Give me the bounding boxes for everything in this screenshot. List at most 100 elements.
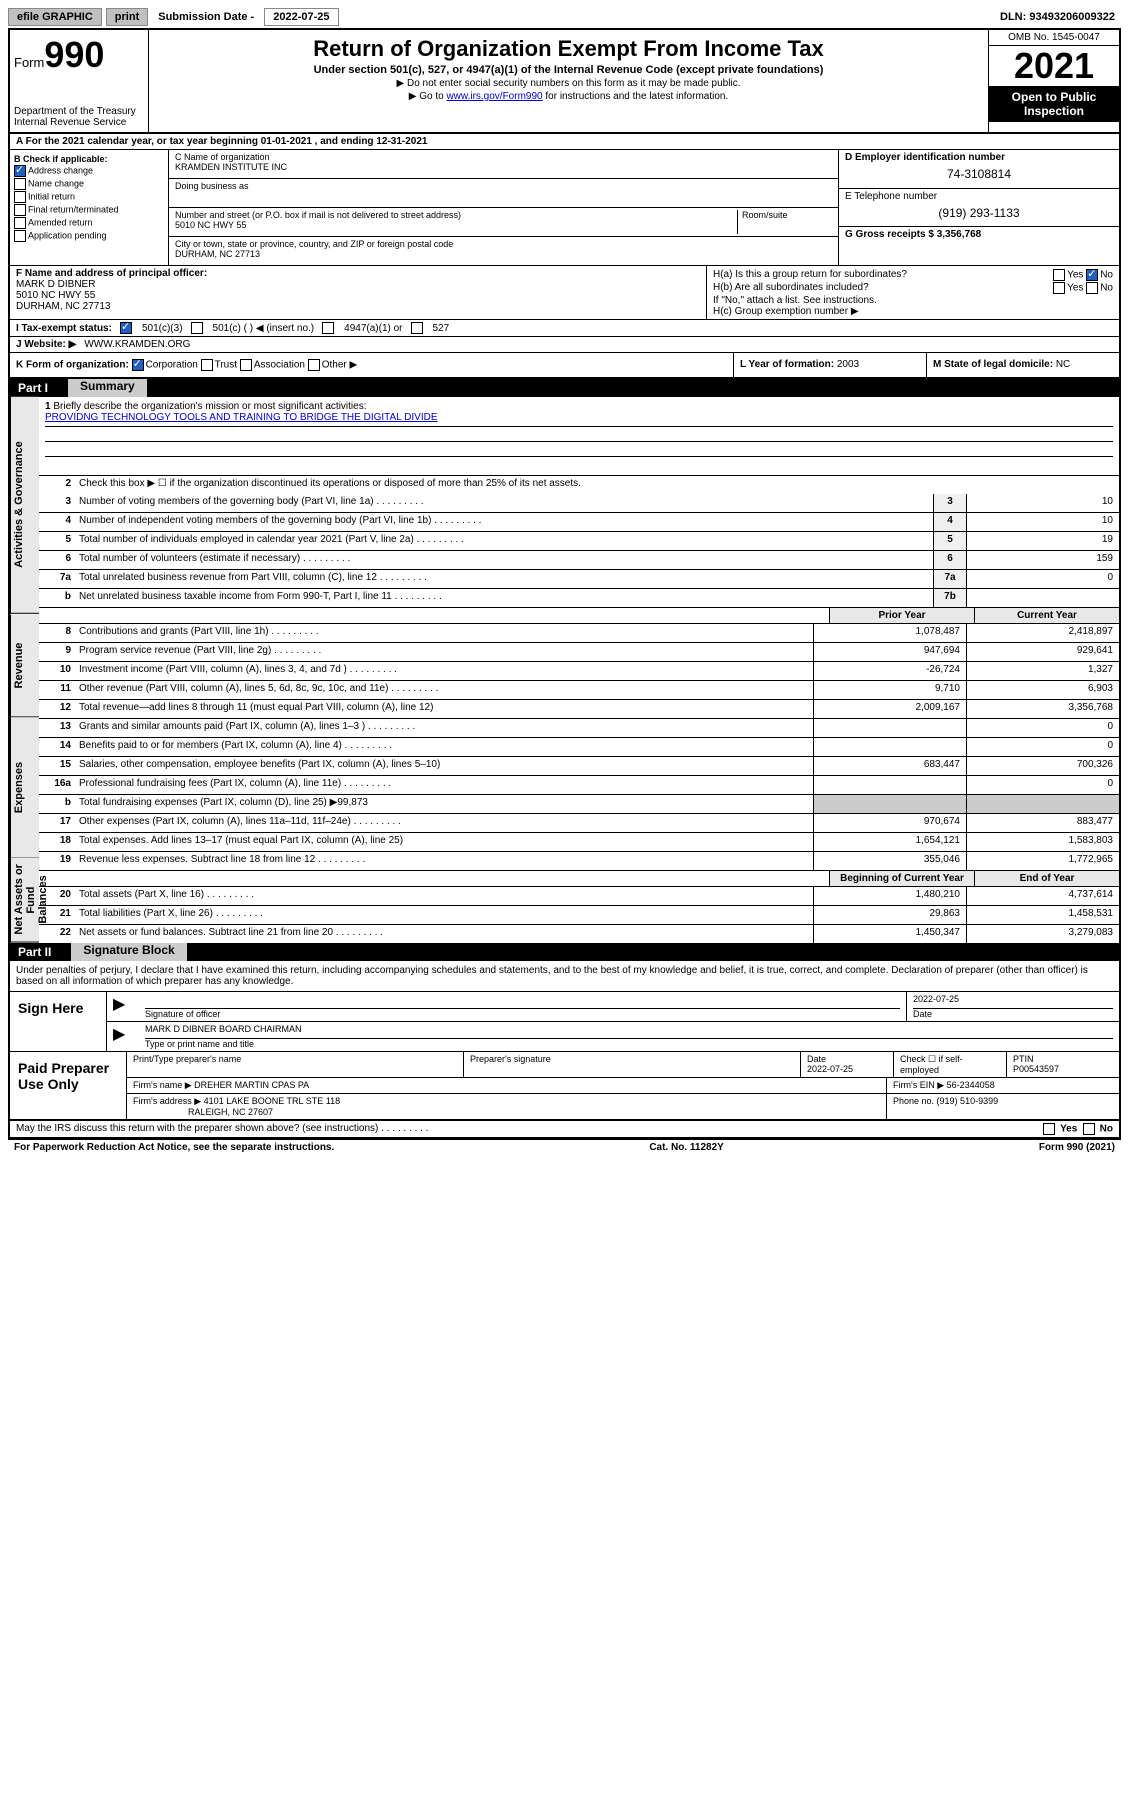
prep-print-name: Print/Type preparer's name [127, 1052, 464, 1077]
vtab-net-assets: Net Assets or Fund Balances [10, 858, 39, 943]
goto-pre: ▶ Go to [409, 91, 447, 102]
part-1-header: Part I Summary [10, 379, 1119, 397]
cat-no: Cat. No. 11282Y [649, 1142, 723, 1153]
row-a-tax-year: A For the 2021 calendar year, or tax yea… [10, 134, 1119, 150]
prior-current-header: Prior Year Current Year [39, 608, 1119, 624]
discuss-row: May the IRS discuss this return with the… [10, 1121, 1119, 1138]
line-7b: bNet unrelated business taxable income f… [39, 589, 1119, 608]
check-address-change[interactable]: Address change [14, 165, 164, 177]
line-2: 2 Check this box ▶ ☐ if the organization… [39, 476, 1119, 494]
box-b-checks: B Check if applicable: Address change Na… [10, 150, 169, 265]
check-name-change[interactable]: Name change [14, 178, 164, 190]
irs-link[interactable]: www.irs.gov/Form990 [446, 91, 542, 102]
checkbox-icon[interactable] [411, 322, 423, 334]
firm-address: 4101 LAKE BOONE TRL STE 118 [204, 1096, 340, 1106]
firm-city: RALEIGH, NC 27607 [188, 1107, 273, 1117]
line-6: 6Total number of volunteers (estimate if… [39, 551, 1119, 570]
omb-number: OMB No. 1545-0047 [989, 30, 1119, 46]
mission-text: PROVIDNG TECHNOLOGY TOOLS AND TRAINING T… [45, 412, 1113, 427]
arrow-icon: ▶ [107, 992, 139, 1021]
box-b-heading: B Check if applicable: [14, 154, 108, 164]
form-title-block: Return of Organization Exempt From Incom… [149, 30, 988, 132]
street-field: Number and street (or P.O. box if mail i… [169, 208, 838, 237]
sign-here-label: Sign Here [10, 992, 106, 1051]
officer-city: DURHAM, NC 27713 [16, 301, 700, 312]
check-initial-return[interactable]: Initial return [14, 191, 164, 203]
checkbox-icon[interactable] [120, 322, 132, 334]
checkbox-icon[interactable] [308, 359, 320, 371]
ha-label: H(a) Is this a group return for subordin… [713, 269, 907, 281]
firm-phone: (919) 510-9399 [937, 1096, 999, 1106]
checkbox-icon[interactable] [191, 322, 203, 334]
line-22: 22Net assets or fund balances. Subtract … [39, 925, 1119, 943]
box-f: F Name and address of principal officer:… [10, 266, 706, 319]
line-20: 20Total assets (Part X, line 16)1,480,21… [39, 887, 1119, 906]
page-footer: For Paperwork Reduction Act Notice, see … [8, 1140, 1121, 1155]
line-9: 9Program service revenue (Part VIII, lin… [39, 643, 1119, 662]
org-name-field: C Name of organization KRAMDEN INSTITUTE… [169, 150, 838, 179]
check-app-pending[interactable]: Application pending [14, 230, 164, 242]
box-c-org: C Name of organization KRAMDEN INSTITUTE… [169, 150, 838, 265]
submission-date-value: 2022-07-25 [264, 8, 338, 26]
phone-field: E Telephone number (919) 293-1133 [839, 189, 1119, 228]
officer-addr: 5010 NC HWY 55 [16, 290, 700, 301]
checkbox-icon[interactable] [322, 322, 334, 334]
checkbox-icon[interactable] [1053, 269, 1065, 281]
checkbox-icon[interactable] [1083, 1123, 1095, 1135]
row-klm: K Form of organization: Corporation Trus… [10, 353, 1119, 379]
checkbox-icon[interactable] [132, 359, 144, 371]
dept-treasury: Department of the Treasury [14, 106, 144, 117]
goto-note: ▶ Go to www.irs.gov/Form990 for instruct… [153, 91, 984, 102]
paperwork-notice: For Paperwork Reduction Act Notice, see … [14, 1142, 334, 1153]
line-21: 21Total liabilities (Part X, line 26)29,… [39, 906, 1119, 925]
row-j-website: J Website: ▶ WWW.KRAMDEN.ORG [10, 337, 1119, 353]
box-h: H(a) Is this a group return for subordin… [706, 266, 1119, 319]
print-button[interactable]: print [106, 8, 148, 26]
checkbox-icon [14, 217, 26, 229]
beg-end-header: Beginning of Current Year End of Year [39, 871, 1119, 887]
line-12: 12Total revenue—add lines 8 through 11 (… [39, 700, 1119, 719]
checkbox-icon[interactable] [201, 359, 213, 371]
sig-officer-label: Signature of officer [145, 1009, 900, 1019]
ssn-note: ▶ Do not enter social security numbers o… [153, 78, 984, 89]
efile-graphic-button[interactable]: efile GRAPHIC [8, 8, 102, 26]
paid-preparer-block: Paid Preparer Use Only Print/Type prepar… [10, 1052, 1119, 1121]
check-amended[interactable]: Amended return [14, 217, 164, 229]
line-8: 8Contributions and grants (Part VIII, li… [39, 624, 1119, 643]
dln: DLN: 93493206009322 [994, 9, 1121, 25]
box-de: D Employer identification number 74-3108… [838, 150, 1119, 265]
form-right-block: OMB No. 1545-0047 2021 Open to Public In… [988, 30, 1119, 132]
street-address: 5010 NC HWY 55 [175, 220, 737, 230]
sig-date-value: 2022-07-25 [913, 994, 1113, 1009]
self-employed-check[interactable]: Check ☐ if self-employed [894, 1052, 1007, 1077]
check-final-return[interactable]: Final return/terminated [14, 204, 164, 216]
summary-body: Activities & Governance Revenue Expenses… [10, 397, 1119, 943]
vtab-revenue: Revenue [10, 614, 39, 717]
line-15: 15Salaries, other compensation, employee… [39, 757, 1119, 776]
paid-preparer-label: Paid Preparer Use Only [10, 1052, 126, 1119]
firm-ein: 56-2344058 [947, 1080, 995, 1090]
checkbox-icon[interactable] [1043, 1123, 1055, 1135]
sign-here-block: Sign Here ▶ Signature of officer 2022-07… [10, 992, 1119, 1052]
form-subtitle: Under section 501(c), 527, or 4947(a)(1)… [153, 64, 984, 76]
dba-field: Doing business as [169, 179, 838, 208]
checkbox-icon[interactable] [1086, 269, 1098, 281]
city-field: City or town, state or province, country… [169, 237, 838, 265]
signature-declaration: Under penalties of perjury, I declare th… [10, 961, 1119, 992]
checkbox-icon[interactable] [1053, 282, 1065, 294]
form-footer: Form 990 (2021) [1039, 1142, 1115, 1153]
irs-label: Internal Revenue Service [14, 117, 144, 128]
checkbox-icon[interactable] [240, 359, 252, 371]
goto-post: for instructions and the latest informat… [543, 91, 729, 102]
print-name-label: Type or print name and title [145, 1039, 1113, 1049]
checkbox-icon [14, 191, 26, 203]
line-1-mission: 1 Briefly describe the organization's mi… [39, 397, 1119, 476]
prep-date: 2022-07-25 [807, 1064, 853, 1074]
ptin-value: P00543597 [1013, 1064, 1059, 1074]
section-bcde: B Check if applicable: Address change Na… [10, 150, 1119, 266]
checkbox-icon [14, 178, 26, 190]
officer-name: MARK D DIBNER [16, 279, 700, 290]
checkbox-icon[interactable] [1086, 282, 1098, 294]
city-state-zip: DURHAM, NC 27713 [175, 249, 832, 259]
line-4: 4Number of independent voting members of… [39, 513, 1119, 532]
